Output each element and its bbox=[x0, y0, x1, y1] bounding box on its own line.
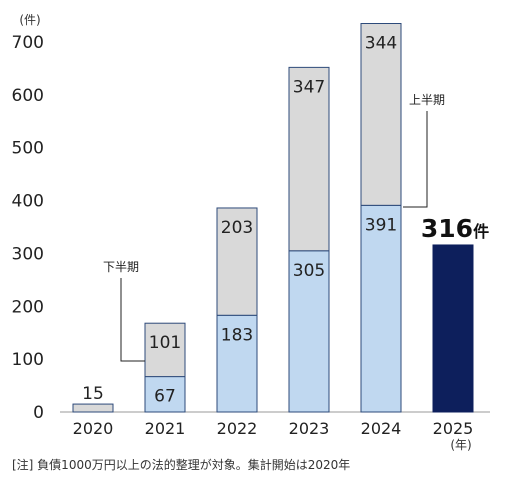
y-tick-label: 0 bbox=[33, 403, 44, 423]
y-tick-label: 700 bbox=[12, 33, 44, 53]
bar-second-half-2020 bbox=[72, 403, 114, 413]
x-unit-label: (年) bbox=[450, 438, 471, 452]
y-axis: 0 100 200 300 400 500 600 700 bbox=[12, 33, 44, 423]
data-label-first-half-2024: 391 bbox=[365, 215, 397, 235]
data-label-first-half-2023: 305 bbox=[293, 261, 325, 281]
x-tick-label: 2023 bbox=[289, 419, 330, 438]
x-tick-label: 2025 bbox=[433, 419, 474, 438]
x-tick-label: 2022 bbox=[217, 419, 258, 438]
bar-first-half-2021 bbox=[144, 376, 186, 413]
data-label-first-half-2022: 183 bbox=[221, 325, 253, 345]
data-label-second-half-2023: 347 bbox=[293, 77, 325, 97]
footnote: [注] 負債1000万円以上の法的整理が対象。集計開始は2020年 bbox=[12, 458, 351, 472]
y-tick-label: 300 bbox=[12, 244, 44, 264]
annotation-second-half-leader bbox=[120, 278, 145, 362]
data-label-first-half-2021: 67 bbox=[154, 387, 176, 407]
y-tick-label: 400 bbox=[12, 192, 44, 212]
bar-second-half-2024 bbox=[360, 23, 402, 206]
annotation-second-half: 下半期 bbox=[103, 260, 139, 274]
y-tick-label: 600 bbox=[12, 86, 44, 106]
bar-first-half-2024 bbox=[360, 204, 402, 413]
annotation-first-half-leader bbox=[403, 111, 428, 208]
bars: 15 67 101 183 203 305 347 391 344 316件 bbox=[60, 23, 490, 413]
x-axis: 2020 2021 2022 2023 2024 2025 bbox=[73, 419, 474, 438]
x-tick-label: 2021 bbox=[145, 419, 186, 438]
y-tick-label: 500 bbox=[12, 139, 44, 159]
bar-second-half-2023 bbox=[288, 66, 330, 252]
x-tick-label: 2020 bbox=[73, 419, 114, 438]
data-label-second-half-2022: 203 bbox=[221, 218, 253, 238]
data-label-second-half-2020: 15 bbox=[82, 384, 104, 404]
annotation-first-half: 上半期 bbox=[409, 93, 445, 107]
y-tick-label: 100 bbox=[12, 350, 44, 370]
bar-2025-first-half bbox=[432, 244, 474, 413]
data-label-second-half-2021: 101 bbox=[149, 333, 181, 353]
x-tick-label: 2024 bbox=[361, 419, 402, 438]
bar-first-half-2023 bbox=[288, 250, 330, 413]
y-tick-label: 200 bbox=[12, 297, 44, 317]
y-unit-label: (件) bbox=[19, 13, 40, 27]
bar-second-half-2021 bbox=[144, 322, 186, 378]
bar-second-half-2022 bbox=[216, 207, 258, 316]
data-label-second-half-2024: 344 bbox=[365, 34, 397, 54]
highlight-value-label: 316件 bbox=[421, 214, 489, 243]
